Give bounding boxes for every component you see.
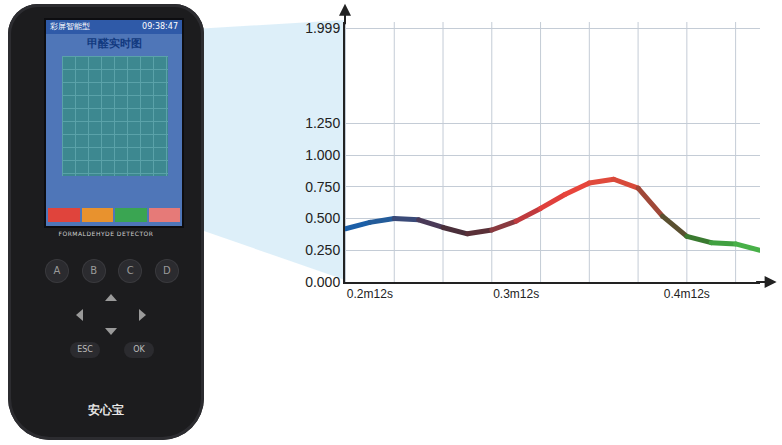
svg-text:0.500: 0.500	[305, 210, 340, 226]
html-text:安心宝: 安心宝	[88, 403, 124, 417]
html-text:D: D	[163, 265, 171, 276]
html-text:ESC: ESC	[77, 345, 93, 354]
html-text:甲醛实时图: 甲醛实时图	[86, 37, 142, 50]
html-text:A: A	[53, 265, 61, 276]
svg-text:0.000: 0.000	[305, 274, 340, 290]
svg-text:1.999: 1.999	[305, 20, 340, 36]
svg-text:0.250: 0.250	[305, 242, 340, 258]
html-text:09:38:47: 09:38:47	[142, 22, 178, 31]
html-text:C: C	[126, 265, 134, 276]
html-text:彩屏智能型: 彩屏智能型	[50, 22, 90, 31]
svg-text:1.000: 1.000	[305, 147, 340, 163]
svg-text:0.3m12s: 0.3m12s	[493, 287, 539, 301]
svg-text:0.750: 0.750	[305, 179, 340, 195]
svg-text:1.250: 1.250	[305, 115, 340, 131]
html-text:FORMALDEHYDE DETECTOR: FORMALDEHYDE DETECTOR	[58, 230, 154, 237]
svg-text:0.4m12s: 0.4m12s	[664, 287, 710, 301]
html-text:OK: OK	[133, 345, 145, 354]
svg-text:0.2m12s: 0.2m12s	[347, 287, 393, 301]
html-text:B: B	[90, 265, 98, 276]
